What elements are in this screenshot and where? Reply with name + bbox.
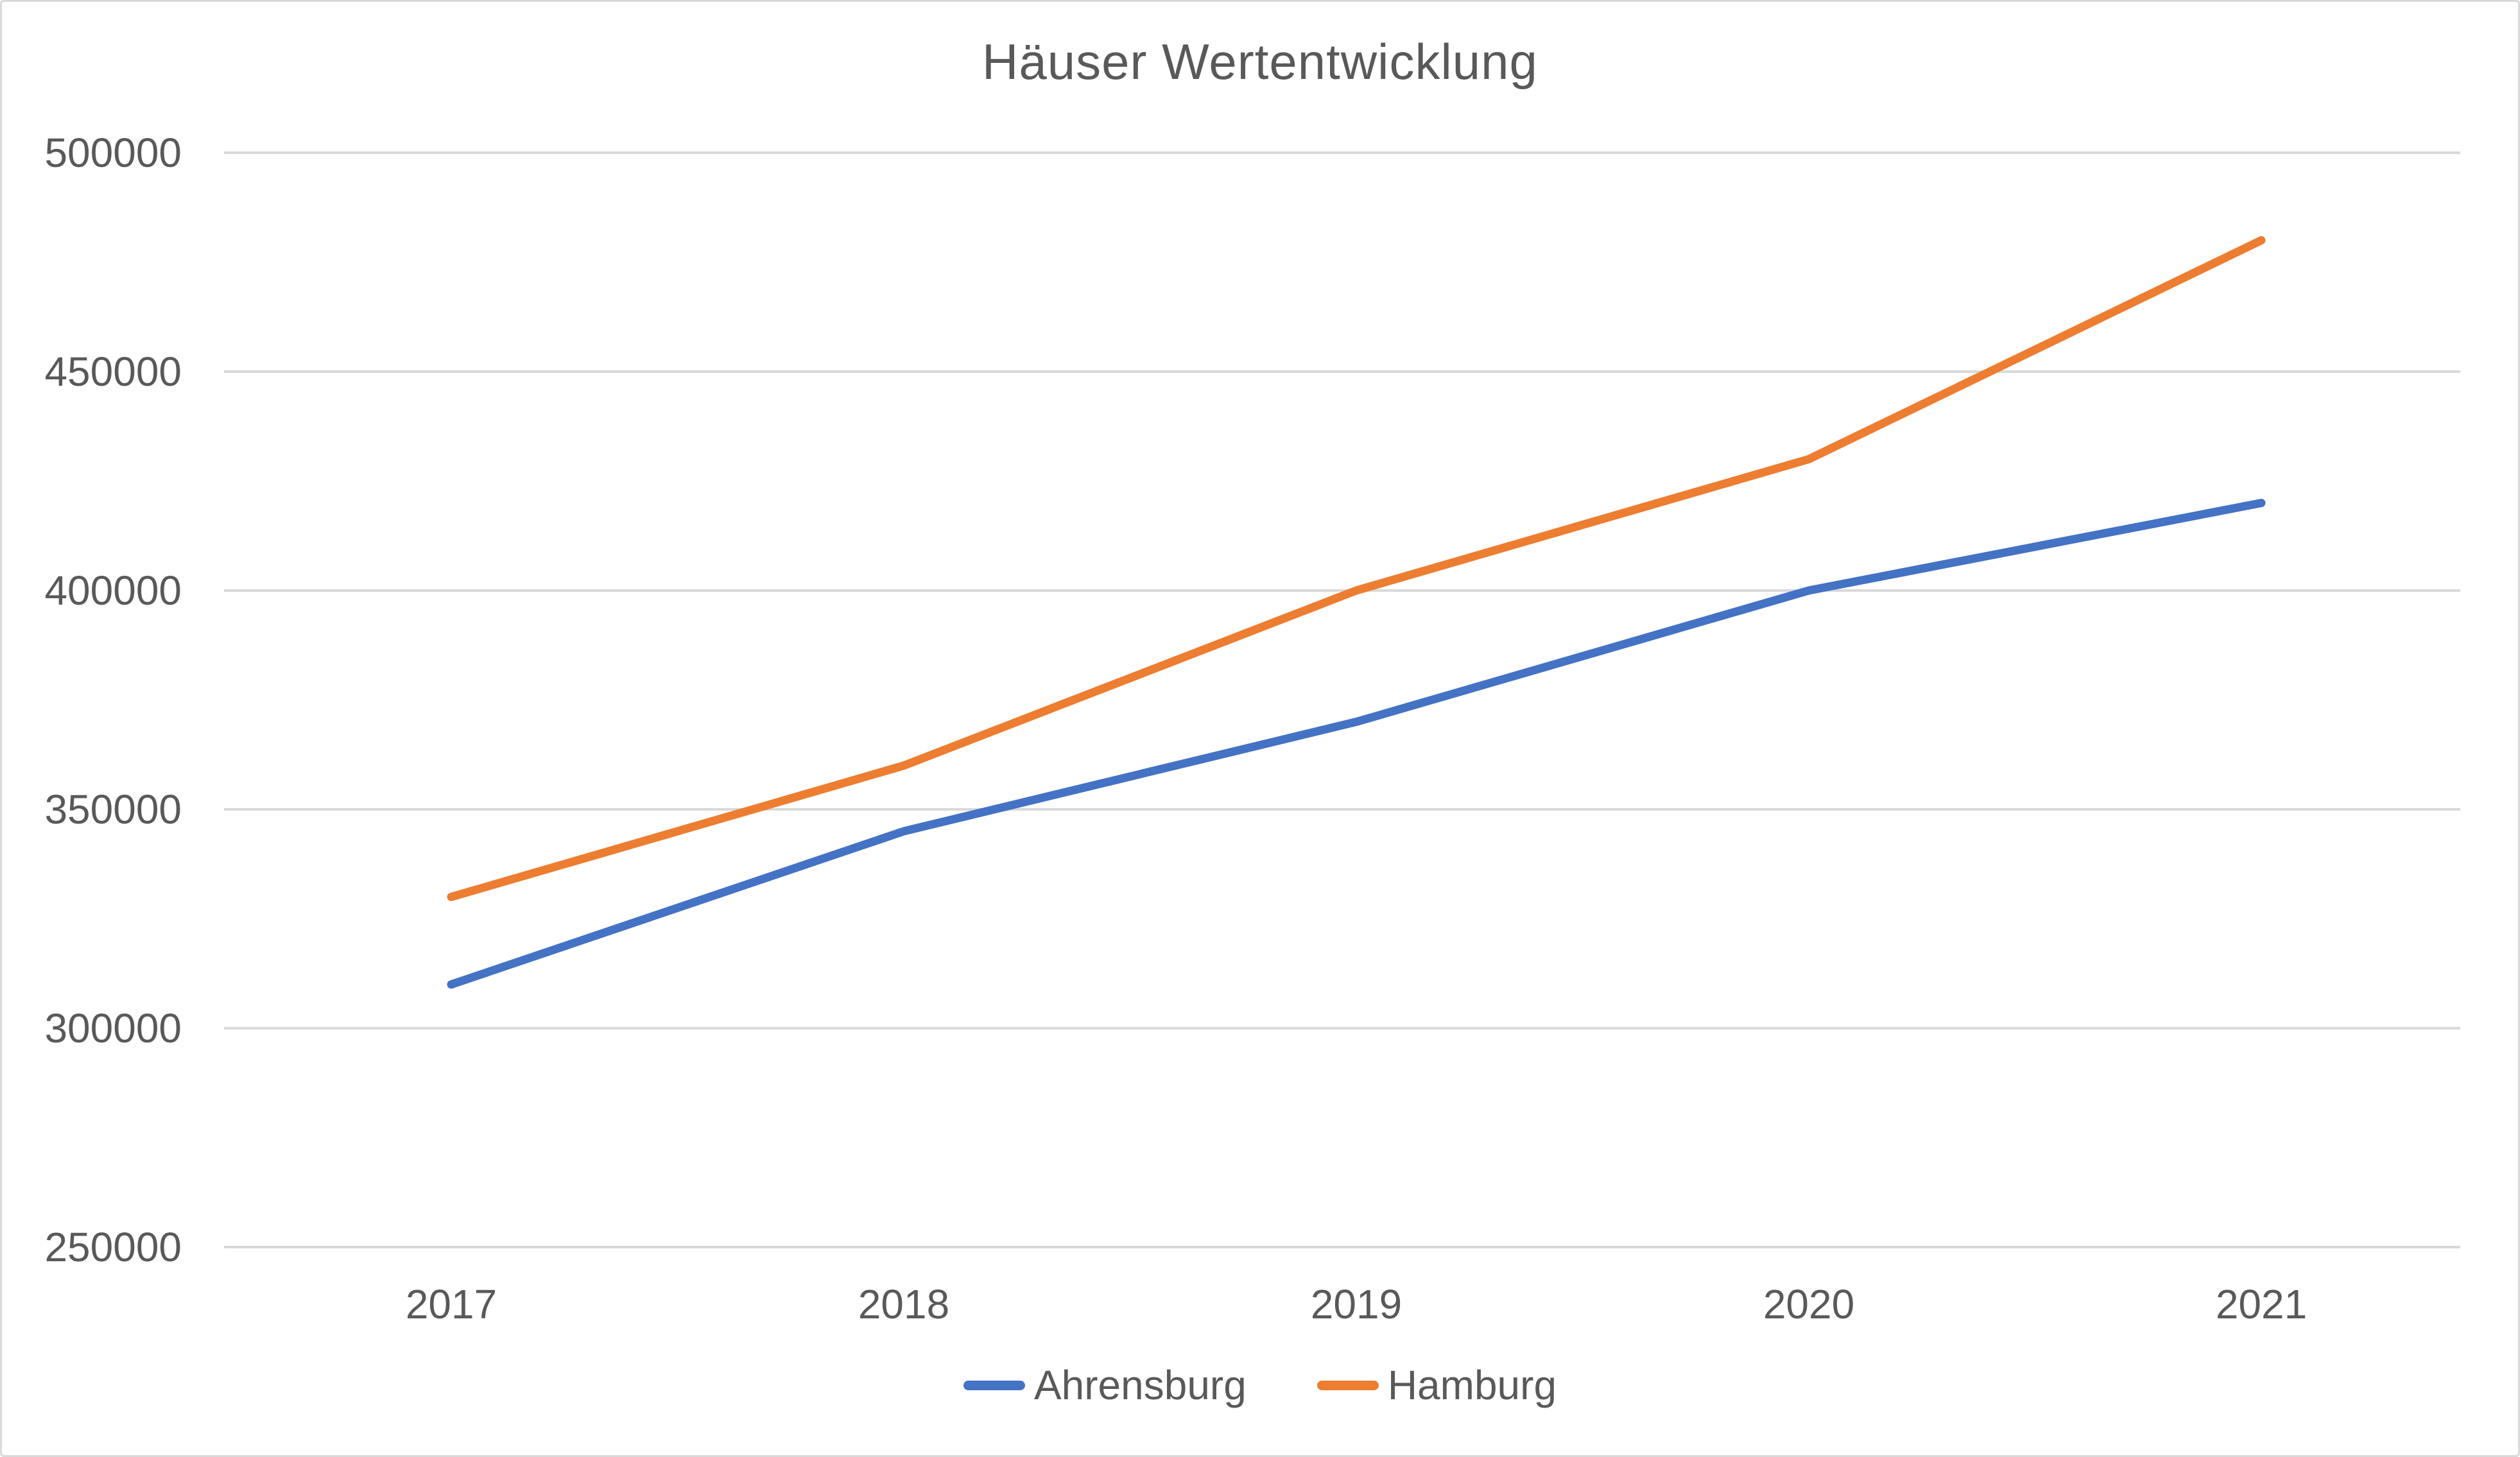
legend-item-ahrensburg[interactable]: Ahrensburg — [963, 1361, 1247, 1409]
y-axis-tick-label: 350000 — [44, 786, 182, 832]
x-axis-tick-label: 2019 — [1310, 1281, 1402, 1327]
legend-item-hamburg[interactable]: Hamburg — [1316, 1361, 1557, 1409]
legend-label-ahrensburg: Ahrensburg — [1033, 1362, 1247, 1408]
y-axis-tick-label: 300000 — [44, 1005, 182, 1051]
y-axis-tick-label: 500000 — [44, 130, 182, 176]
legend-swatch-hamburg-icon — [1316, 1380, 1379, 1390]
x-axis-tick-label: 2017 — [405, 1281, 497, 1327]
x-axis-tick-label: 2021 — [2215, 1281, 2308, 1327]
legend: Ahrensburg Hamburg — [2, 1361, 2518, 1409]
y-axis-tick-label: 250000 — [44, 1224, 182, 1270]
chart-title: Häuser Wertentwicklung — [982, 33, 1538, 90]
legend-swatch-ahrensburg-icon — [963, 1380, 1025, 1390]
line-ahrensburg — [447, 499, 2266, 989]
legend-label-hamburg: Hamburg — [1387, 1362, 1557, 1408]
x-axis-tick-label: 2018 — [858, 1281, 950, 1327]
gridline — [224, 808, 2460, 811]
line-hamburg — [447, 236, 2266, 901]
y-axis-tick-label: 450000 — [44, 349, 182, 395]
gridline — [224, 1027, 2460, 1030]
gridline — [224, 1246, 2460, 1248]
y-axis-tick-label: 400000 — [44, 567, 182, 614]
gridline — [224, 151, 2460, 154]
gridline — [224, 370, 2460, 373]
gridline — [224, 589, 2460, 592]
x-axis-tick-label: 2020 — [1763, 1281, 1855, 1327]
